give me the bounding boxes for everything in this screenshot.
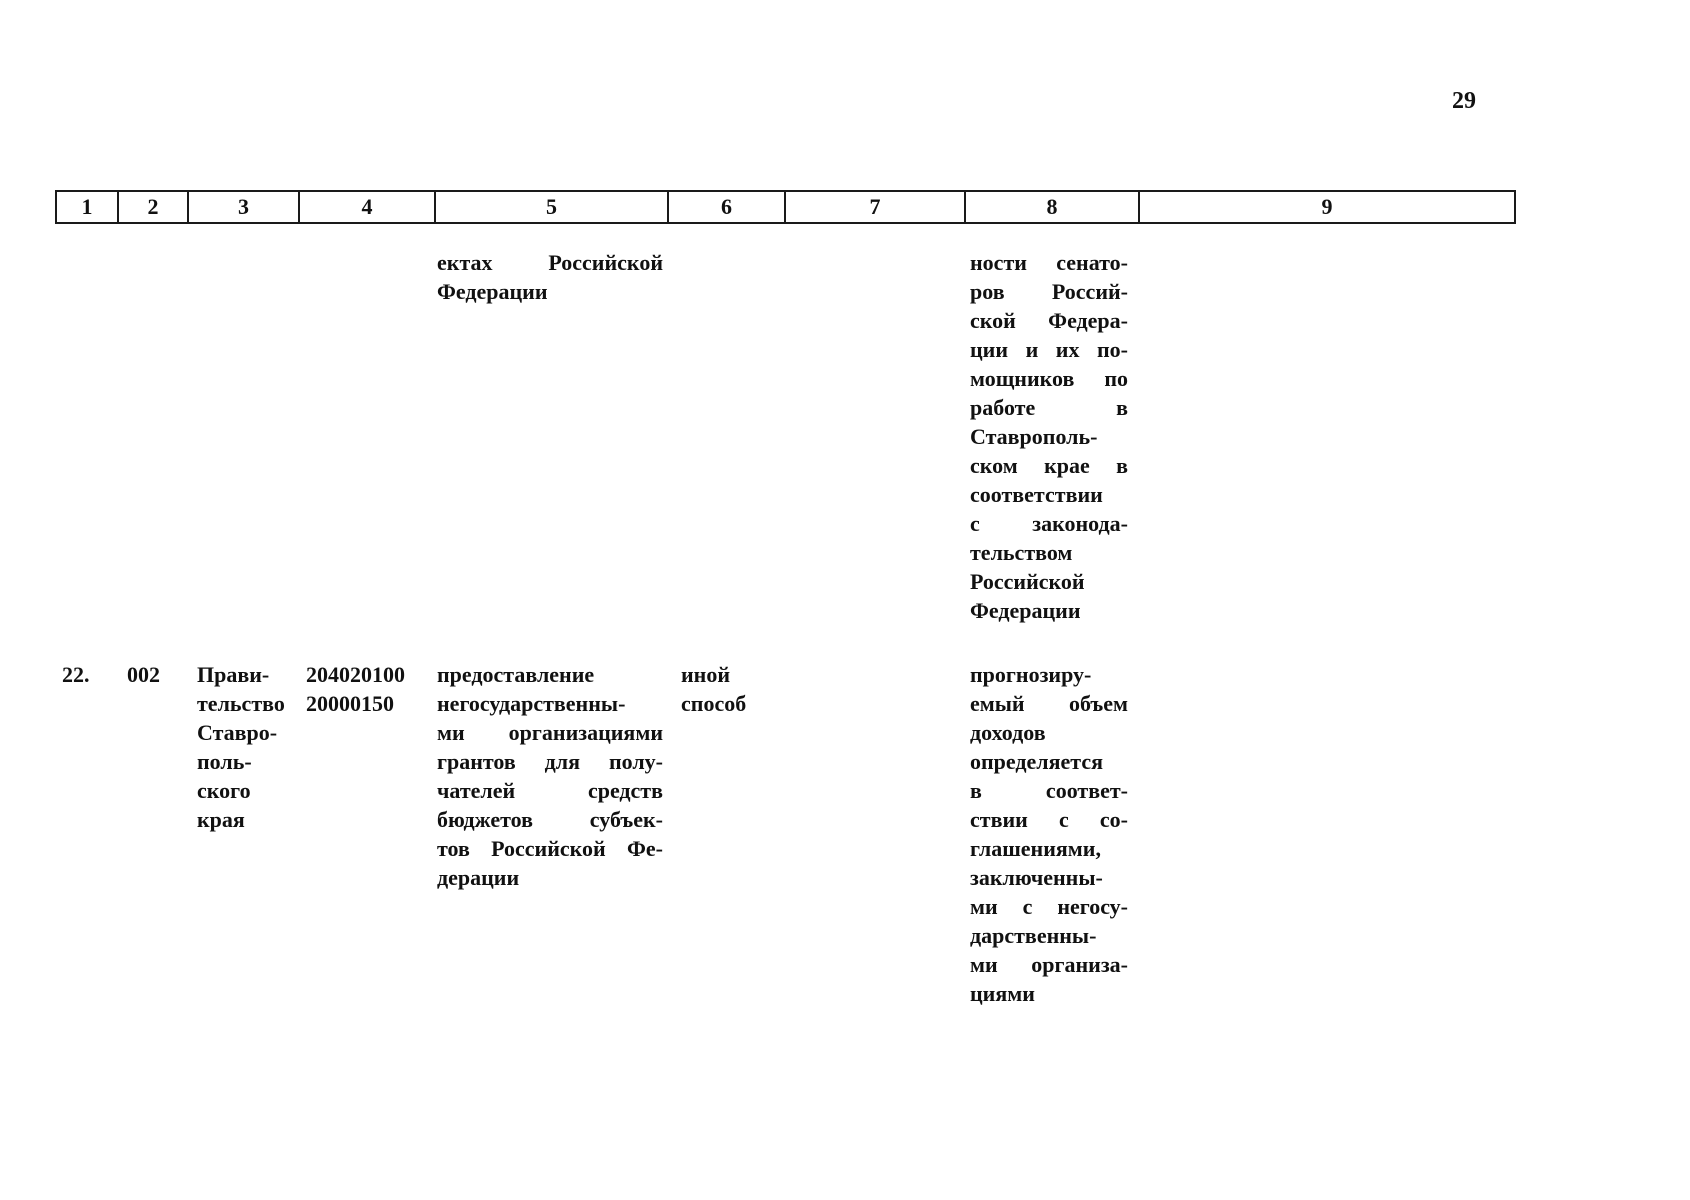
text-line: ском крае в (970, 453, 1128, 478)
row-continuation-cell-notes: ности сенато-ров Россий-ской Федера-ции … (970, 248, 1128, 625)
column-header-6: 6 (667, 192, 784, 222)
text-line: дерации (437, 865, 520, 890)
text-line: циями (970, 981, 1035, 1006)
text-line: бюджетов субъек- (437, 807, 663, 832)
text-line: ского (197, 778, 251, 803)
column-header-3: 3 (187, 192, 298, 222)
row22-cell-notes: прогнозиру-емый объем доходов определяется… (970, 660, 1128, 1008)
page-number: 29 (1452, 88, 1476, 114)
text-line: соответствии (970, 482, 1103, 507)
text-line: способ (681, 691, 747, 716)
text-line: ми организациями (437, 720, 663, 745)
text-line: Федерации (970, 598, 1081, 623)
text-line: Ставрополь- (970, 424, 1098, 449)
text-line: доходов (970, 720, 1046, 745)
column-header-1: 1 (81, 194, 93, 219)
table-header-row: 1 2 3 4 5 6 7 8 9 (55, 190, 1516, 224)
text-line: в соответ- (970, 778, 1128, 803)
text-line: тельство (197, 691, 285, 716)
text-line: Российской (970, 569, 1085, 594)
text-line: негосударственны- (437, 691, 626, 716)
row22-cell-administrator: Прави-тельство Ставро-поль-ского края (197, 660, 299, 834)
column-header-2: 2 (117, 192, 187, 222)
text-line: определяется (970, 749, 1104, 774)
text-line: края (197, 807, 245, 832)
text-line: Федерации (437, 279, 548, 304)
column-header-9: 9 (1138, 192, 1514, 222)
text-line: ров Россий- (970, 279, 1128, 304)
text-line: Ставро- (197, 720, 278, 745)
text-line: мощников по (970, 366, 1128, 391)
text-line: тельством (970, 540, 1073, 565)
text-line: глашениями, (970, 836, 1101, 861)
text-line: ствии с со- (970, 807, 1128, 832)
text-line: ской Федера- (970, 308, 1128, 333)
text-line: ми с негосу- (970, 894, 1128, 919)
text-line: емый объем (970, 691, 1128, 716)
row22-cell-code: 002 (127, 662, 160, 687)
text-line: иной (681, 662, 731, 687)
text-line: грантов для полу- (437, 749, 663, 774)
text-line: поль- (197, 749, 252, 774)
text-line: чателей средств (437, 778, 663, 803)
column-header-8: 8 (964, 192, 1138, 222)
row22-cell-method: иной способ (681, 660, 761, 718)
text-line: Прави- (197, 662, 270, 687)
text-line: тов Российской Фе- (437, 836, 663, 861)
text-line: прогнозиру- (970, 662, 1092, 687)
row22-cell-budget-code: 204020100 20000150 (306, 660, 428, 718)
text-line: заключенны- (970, 865, 1103, 890)
column-header-4: 4 (298, 192, 434, 222)
text-line: ми организа- (970, 952, 1128, 977)
text-line: ности сенато- (970, 250, 1128, 275)
row22-cell-basis: предоставление негосударственны-ми органи… (437, 660, 663, 892)
text-line: 20000150 (306, 691, 394, 716)
text-line: 204020100 (306, 662, 405, 687)
text-line: с законода- (970, 511, 1128, 536)
row22-cell-number: 22. (62, 662, 90, 687)
text-line: предоставление (437, 662, 595, 687)
column-header-7: 7 (784, 192, 964, 222)
text-line: работе в (970, 395, 1128, 420)
row-continuation-cell-basis: ектах Российской Федерации (437, 248, 663, 306)
text-line: дарственны- (970, 923, 1097, 948)
text-line: ции и их по- (970, 337, 1128, 362)
text-line: ектах Российской (437, 250, 663, 275)
column-header-5: 5 (434, 192, 667, 222)
